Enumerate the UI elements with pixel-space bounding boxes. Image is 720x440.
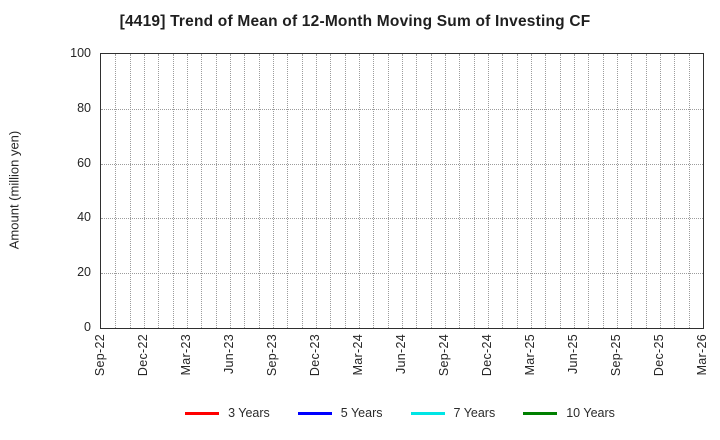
legend: 3 Years 5 Years 7 Years 10 Years [40,406,720,420]
legend-line-swatch [523,411,558,415]
vertical-gridline [660,54,661,328]
x-tick-label: Dec-22 [136,334,150,377]
vertical-gridline [187,54,188,328]
chart-title: [4419] Trend of Mean of 12-Month Moving … [119,13,591,30]
legend-item: 3 Years [185,406,270,420]
vertical-gridline [230,54,231,328]
x-tick-label: Mar-24 [351,334,365,376]
legend-label: 7 Years [453,406,496,420]
vertical-gridline [387,54,389,328]
vertical-gridline [674,54,676,328]
y-tick-labels: 0 20 40 60 80 100 [0,0,91,440]
vertical-gridline [273,54,274,328]
vertical-gridline [301,54,303,328]
x-tick-label: Mar-23 [179,334,193,376]
vertical-gridline [602,54,604,328]
vertical-gridline [201,54,203,328]
legend-label: 3 Years [228,406,270,420]
vertical-gridline [244,54,246,328]
vertical-gridline [172,54,174,328]
vertical-gridline [531,54,532,328]
vertical-gridline [316,54,317,328]
vertical-gridline [359,54,360,328]
x-tick-label: Dec-24 [480,334,494,377]
vertical-gridline [631,54,633,328]
vertical-gridline [559,54,561,328]
legend-label: 5 Years [340,406,383,420]
legend-line-swatch [410,411,445,415]
vertical-gridline [574,54,575,328]
y-tick-label: 60 [77,155,91,170]
vertical-gridline [158,54,160,328]
x-tick-label: Mar-25 [523,334,537,376]
vertical-gridline [330,54,332,328]
plot-area [100,53,704,329]
vertical-gridline [488,54,489,328]
vertical-gridline [588,54,590,328]
vertical-gridline [516,54,518,328]
x-tick-label: Mar-26 [695,334,709,376]
vertical-gridline [115,54,117,328]
vertical-gridline [645,54,647,328]
vertical-gridline [215,54,217,328]
x-tick-label: Jun-24 [394,334,408,375]
y-tick-label: 20 [77,265,91,280]
horizontal-gridline [101,218,703,220]
x-tick-label: Jun-25 [566,334,580,375]
vertical-gridline [144,54,145,328]
vertical-gridline [459,54,461,328]
horizontal-gridline [101,108,703,110]
vertical-gridline [502,54,504,328]
vertical-gridline [445,54,446,328]
x-tick-label: Sep-23 [265,334,279,377]
y-tick-label: 0 [84,320,91,334]
vertical-gridline [617,54,618,328]
horizontal-gridline [101,163,703,165]
legend-line-swatch [185,411,220,415]
vertical-gridline [402,54,403,328]
legend-item: 5 Years [297,406,383,420]
vertical-gridline [545,54,547,328]
vertical-gridline [688,54,690,328]
y-tick-label: 80 [77,100,91,115]
legend-item: 10 Years [523,406,615,420]
x-tick-label: Jun-23 [222,334,236,375]
x-tick-label: Sep-25 [609,334,623,377]
horizontal-gridline [101,273,703,275]
y-tick-label: 100 [70,46,91,60]
vertical-gridline [129,54,131,328]
legend-line-swatch [297,411,332,415]
vertical-gridline [373,54,375,328]
vertical-gridline [416,54,418,328]
vertical-gridline [344,54,346,328]
vertical-gridline [473,54,475,328]
y-tick-label: 40 [77,210,91,225]
x-tick-label: Dec-23 [308,334,322,377]
vertical-gridline [258,54,260,328]
vertical-gridline [430,54,432,328]
legend-label: 10 Years [566,406,615,420]
x-tick-label: Sep-24 [437,334,451,377]
x-tick-label: Dec-25 [652,334,666,377]
x-tick-label: Sep-22 [93,334,107,377]
vertical-gridline [287,54,289,328]
legend-item: 7 Years [410,406,496,420]
